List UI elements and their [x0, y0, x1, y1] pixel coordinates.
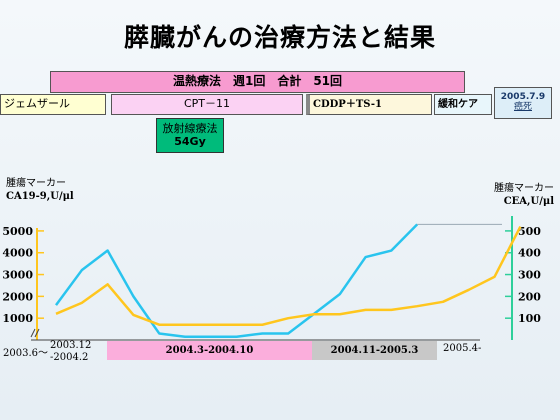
series-ca199-line	[54, 223, 419, 338]
right-tick-label-400: 400	[518, 247, 541, 260]
radiation-dose: 54Gy	[174, 134, 206, 148]
cddp-label: CDDP＋TS-1	[313, 99, 382, 110]
cpt11-label: CPT－11	[183, 97, 231, 111]
death-label: 癌死	[513, 102, 532, 112]
period-label-2003-12: 2003.12 -2004.2	[50, 340, 91, 364]
left-tick-label-1000: 1000	[2, 312, 33, 325]
period-bar-2004-11: 2004.11-2005.3	[312, 341, 437, 360]
period-label-2003-12-bottom: -2004.2	[50, 352, 89, 363]
period-label-2003-6: 2003.6～	[3, 348, 48, 359]
left-axis-title-bottom: CA19-9,U/μl	[6, 191, 74, 202]
page-title: 膵臓がんの治療方法と結果	[123, 23, 436, 52]
death-box: 2005.7.9 癌死	[494, 87, 552, 119]
right-axis-title-bottom: CEA,U/μl	[503, 196, 554, 207]
right-tick-label-100: 100	[518, 312, 541, 325]
gemzar-label: ジェムザール	[4, 97, 70, 111]
axis-break-mark	[30, 328, 40, 338]
period-label-2005-4: 2005.4-	[443, 343, 482, 354]
left-axis-title-top: 腫瘍マーカー	[6, 178, 66, 189]
death-date: 2005.7.9	[500, 92, 546, 103]
left-tick-label-4000: 4000	[2, 247, 33, 260]
cpt11-bar: CPT－11	[111, 94, 303, 115]
left-axis-title: 腫瘍マーカー CA19-9,U/μl	[6, 177, 74, 203]
right-tick-label-500: 500	[518, 225, 541, 238]
radiation-box: 放射線療法 54Gy	[156, 118, 224, 153]
period-label-2003-12-top: 2003.12	[50, 340, 92, 351]
period-label-2004-11: 2004.11-2005.3	[330, 345, 419, 356]
cddp-bar: CDDP＋TS-1	[306, 94, 432, 115]
left-tick-label-5000: 5000	[2, 225, 33, 238]
right-tick-label-200: 200	[518, 290, 541, 303]
left-tick-label-3000: 3000	[2, 269, 33, 282]
right-axis-title-top: 腫瘍マーカー	[494, 183, 554, 194]
period-label-2004-3: 2004.3-2004.10	[165, 345, 254, 356]
left-tick-label-2000: 2000	[2, 290, 33, 303]
series-cea-line	[55, 225, 522, 326]
hyperthermia-label: 温熱療法 週1回 合計 51回	[172, 74, 343, 89]
right-tick-label-300: 300	[518, 269, 541, 282]
hyperthermia-bar: 温熱療法 週1回 合計 51回	[50, 71, 465, 93]
period-bar-2004-3: 2004.3-2004.10	[107, 341, 312, 360]
palliative-bar: 緩和ケア	[434, 94, 492, 115]
gemzar-bar: ジェムザール	[0, 94, 106, 115]
radiation-label: 放射線療法	[162, 122, 218, 136]
right-axis-title: 腫瘍マーカー CEA,U/μl	[478, 182, 554, 208]
palliative-label: 緩和ケア	[438, 99, 478, 110]
